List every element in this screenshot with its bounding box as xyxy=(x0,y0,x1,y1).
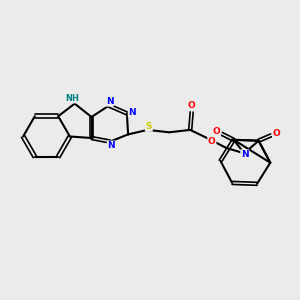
Text: N: N xyxy=(107,141,115,150)
Text: N: N xyxy=(128,108,136,117)
Text: O: O xyxy=(208,137,216,146)
Text: S: S xyxy=(146,122,152,131)
Text: N: N xyxy=(106,97,113,106)
Text: O: O xyxy=(188,101,196,110)
Text: NH: NH xyxy=(65,94,79,103)
Text: O: O xyxy=(212,128,220,136)
Text: N: N xyxy=(241,150,249,159)
Text: O: O xyxy=(273,129,280,138)
